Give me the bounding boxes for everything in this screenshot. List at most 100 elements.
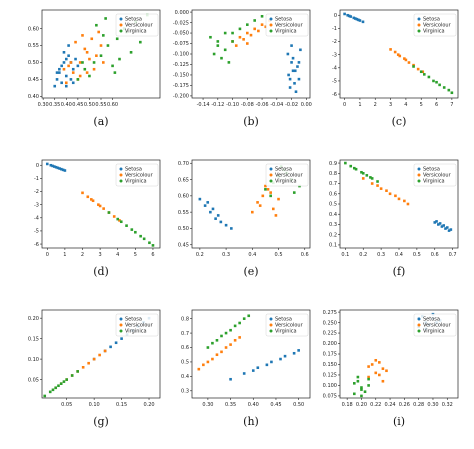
legend-box [115,13,159,37]
x-tick-label: 5 [420,102,423,108]
y-tick-label: 0.7 [181,331,189,337]
point-versicolour [220,350,223,354]
subplot-3: 0 1 2 3 4 5 6 7 0 -1 -2 -3 -4 -5 -6 SetosaVersicolourVi… [332,9,459,128]
point-virginica [76,370,79,373]
legend-marker-virginica [119,179,123,183]
point-versicolour [90,37,94,41]
subplot-9: 0.18 0.20 0.22 0.24 0.26 0.28 0.30 0.32 0.075 0.1… [323,309,459,428]
point-virginica [81,61,84,64]
point-virginica [361,172,365,175]
point-setosa [299,48,302,52]
y-tick-label: 0.1 [329,243,337,249]
point-setosa [296,65,299,68]
point-virginica [247,314,251,318]
x-tick-label: 2 [374,102,377,108]
point-virginica [104,17,107,20]
x-tick-label: 5 [134,252,137,258]
point-setosa [288,86,292,89]
point-versicolour [256,201,259,204]
y-tick-label: 0 [334,13,337,19]
point-virginica [353,392,356,396]
x-tick-label: -0.10 [226,102,239,108]
point-versicolour [376,184,379,187]
point-versicolour [197,367,201,371]
subplot-6: 0.1 0.2 0.3 0.4 0.5 0.6 0.7 0.1 0.2 0.3 0.4 0.5 0.6 0… [329,159,459,278]
x-tick-label: 3 [99,252,102,258]
point-virginica [206,346,210,349]
point-virginica [246,23,249,26]
point-versicolour [388,192,392,196]
legend-box [413,313,457,337]
legend-marker-setosa [269,167,273,171]
legend-label-setosa: Setosa [275,17,292,23]
legend-label-setosa: Setosa [125,17,142,23]
y-tick-label: 0.275 [323,310,337,316]
point-versicolour [398,54,402,58]
point-setosa [58,167,61,170]
x-tick-label: 0.30 [38,102,49,108]
point-setosa [114,341,118,345]
x-tick-label: 4 [116,252,119,258]
point-setosa [219,220,223,224]
point-setosa [352,16,356,20]
point-setosa [49,163,53,167]
point-versicolour [246,31,249,35]
point-virginica [43,394,47,398]
y-tick-label: -3 [332,52,337,58]
point-virginica [353,382,356,385]
point-setosa [230,227,233,230]
point-versicolour [83,47,87,51]
point-virginica [369,176,372,179]
subplot-caption: (a) [93,115,108,128]
point-versicolour [407,61,411,64]
y-tick-label: 0.65 [178,177,189,183]
point-virginica [360,170,363,174]
point-setosa [445,226,449,229]
point-virginica [151,244,155,247]
point-virginica [432,79,435,83]
point-versicolour [374,371,378,375]
x-tick-label: 7 [450,102,453,108]
x-tick-label: 0.18 [342,402,353,408]
y-tick-label: 0.50 [178,226,189,232]
x-tick-label: 4 [404,102,407,108]
point-setosa [265,363,269,367]
x-tick-label: 0.05 [61,402,72,408]
legend-marker-setosa [417,167,421,171]
point-virginica [113,71,117,74]
legend-label-setosa: Setosa [423,167,440,173]
y-tick-label: 0.6 [181,345,189,351]
y-tick-label: 0.225 [323,331,337,337]
y-tick-label: 0.175 [323,352,337,358]
point-virginica [83,67,87,71]
point-virginica [231,31,234,35]
point-versicolour [224,346,228,349]
y-tick-label: 0.8 [329,171,337,177]
point-versicolour [397,197,401,201]
x-tick-label: 0.5 [413,252,421,258]
point-setosa [438,222,442,225]
y-tick-label: 0.40 [28,94,39,100]
point-virginica [227,61,231,64]
legend-marker-versicolour [269,173,273,177]
legend-marker-versicolour [269,323,273,327]
point-setosa [291,69,295,73]
point-setosa [433,221,437,224]
point-versicolour [393,50,397,54]
point-virginica [223,31,227,35]
y-tick-label: 0.45 [28,77,39,83]
point-virginica [148,241,151,245]
x-tick-label: -0.02 [285,102,298,108]
point-virginica [139,234,142,238]
point-versicolour [99,44,103,47]
legend-label-virginica: Virginica [275,179,297,185]
point-versicolour [206,360,210,364]
legend-label-versicolour: Versicolour [125,173,154,179]
point-setosa [198,197,202,201]
subplot-7: 0.05 0.10 0.15 0.20 0.05 0.10 0.15 0.20 SetosaVe… [28,309,161,428]
legend-marker-virginica [269,179,273,183]
legend-label-versicolour: Versicolour [275,323,304,329]
legend-label-versicolour: Versicolour [275,23,304,29]
point-virginica [224,331,228,335]
point-virginica [51,388,55,392]
